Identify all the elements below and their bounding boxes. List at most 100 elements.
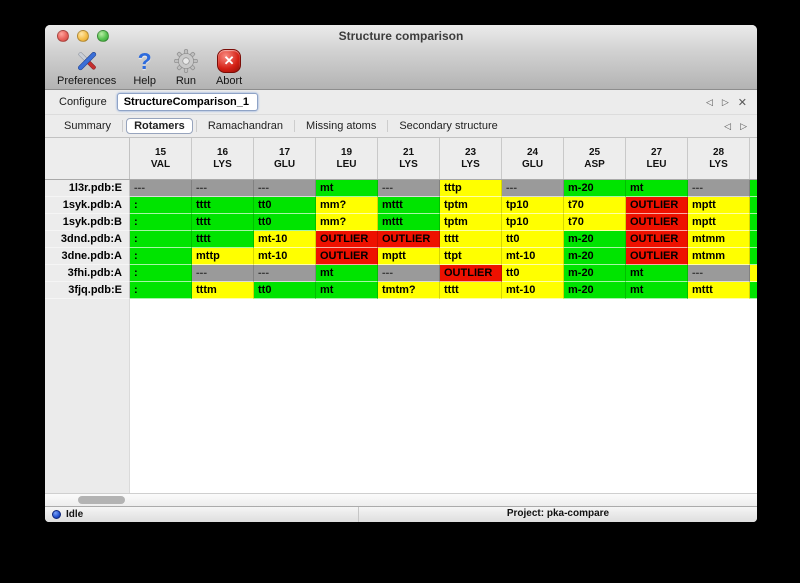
table-cell[interactable]: mttt xyxy=(688,282,750,299)
table-cell[interactable]: tttt xyxy=(440,231,502,248)
table-cell[interactable]: tttt xyxy=(192,231,254,248)
table-cell[interactable]: : xyxy=(130,282,192,299)
table-cell-clipped[interactable] xyxy=(750,248,757,265)
column-header[interactable]: 19 LEU xyxy=(316,138,378,179)
table-cell-clipped[interactable] xyxy=(750,265,757,282)
table-cell[interactable]: --- xyxy=(688,180,750,197)
table-cell[interactable]: mm? xyxy=(316,197,378,214)
table-cell[interactable]: m-20 xyxy=(564,265,626,282)
table-cell[interactable]: tp10 xyxy=(502,197,564,214)
table-cell[interactable]: mt xyxy=(316,180,378,197)
table-cell[interactable]: mptt xyxy=(688,214,750,231)
table-cell[interactable]: tttt xyxy=(192,197,254,214)
row-label[interactable]: 1syk.pdb:A xyxy=(45,197,130,214)
column-header[interactable]: 15 VAL xyxy=(130,138,192,179)
forward-arrow-icon[interactable]: ▷ xyxy=(721,96,729,107)
run-button[interactable]: Run xyxy=(173,47,199,87)
table-cell[interactable]: t70 xyxy=(564,214,626,231)
close-window-button[interactable] xyxy=(57,30,69,42)
table-cell-clipped[interactable] xyxy=(750,214,757,231)
forward-arrow-icon[interactable]: ▷ xyxy=(740,120,747,131)
table-cell[interactable]: --- xyxy=(192,265,254,282)
table-cell[interactable]: : xyxy=(130,197,192,214)
table-cell[interactable]: tttp xyxy=(440,180,502,197)
table-cell[interactable]: mttp xyxy=(192,248,254,265)
back-arrow-icon[interactable]: ◁ xyxy=(705,96,713,107)
table-cell[interactable]: mt xyxy=(626,265,688,282)
column-header[interactable]: 16 LYS xyxy=(192,138,254,179)
table-cell[interactable]: mttt xyxy=(378,197,440,214)
column-header[interactable]: 25 ASP xyxy=(564,138,626,179)
table-cell[interactable]: tptm xyxy=(440,197,502,214)
table-cell-clipped[interactable] xyxy=(750,180,757,197)
horizontal-scrollbar[interactable] xyxy=(45,493,757,506)
table-cell[interactable]: m-20 xyxy=(564,180,626,197)
row-label[interactable]: 3fhi.pdb:A xyxy=(45,265,130,282)
abort-button[interactable]: ✕ Abort xyxy=(216,47,242,87)
row-label[interactable]: 3dne.pdb:A xyxy=(45,248,130,265)
column-header[interactable]: 17 GLU xyxy=(254,138,316,179)
title-bar[interactable]: Structure comparison xyxy=(45,25,757,47)
table-cell[interactable]: mt-10 xyxy=(254,248,316,265)
tab-missing-atoms[interactable]: Missing atoms xyxy=(306,120,377,132)
table-cell[interactable]: mt xyxy=(626,282,688,299)
table-cell[interactable]: tt0 xyxy=(254,197,316,214)
table-cell[interactable]: mt xyxy=(316,265,378,282)
table-cell[interactable]: --- xyxy=(254,180,316,197)
table-cell[interactable]: tmtm? xyxy=(378,282,440,299)
table-cell[interactable]: OUTLIER xyxy=(316,248,378,265)
table-cell[interactable]: OUTLIER xyxy=(378,231,440,248)
table-cell[interactable]: mptt xyxy=(688,197,750,214)
row-label[interactable]: 3fjq.pdb:E xyxy=(45,282,130,299)
table-cell[interactable]: mt xyxy=(316,282,378,299)
row-label[interactable]: 1l3r.pdb:E xyxy=(45,180,130,197)
table-cell[interactable]: tttt xyxy=(192,214,254,231)
table-cell[interactable]: tt0 xyxy=(254,282,316,299)
column-header[interactable]: 23 LYS xyxy=(440,138,502,179)
table-cell[interactable]: tt0 xyxy=(502,265,564,282)
table-cell[interactable]: mtmm xyxy=(688,231,750,248)
configuration-name-field[interactable]: StructureComparison_1 xyxy=(116,93,259,111)
tab-summary[interactable]: Summary xyxy=(64,120,112,132)
table-cell[interactable]: m-20 xyxy=(564,248,626,265)
column-header[interactable]: 24 GLU xyxy=(502,138,564,179)
back-arrow-icon[interactable]: ◁ xyxy=(724,120,732,131)
table-cell[interactable]: mt-10 xyxy=(502,248,564,265)
table-cell[interactable]: --- xyxy=(502,180,564,197)
table-cell[interactable]: OUTLIER xyxy=(626,197,688,214)
table-cell[interactable]: tp10 xyxy=(502,214,564,231)
help-button[interactable]: ? Help xyxy=(133,47,156,87)
table-cell[interactable]: : xyxy=(130,248,192,265)
row-label[interactable]: 1syk.pdb:B xyxy=(45,214,130,231)
table-cell[interactable]: OUTLIER xyxy=(440,265,502,282)
table-cell[interactable]: --- xyxy=(378,180,440,197)
row-label[interactable]: 3dnd.pdb:A xyxy=(45,231,130,248)
table-cell[interactable]: m-20 xyxy=(564,231,626,248)
table-cell[interactable]: t70 xyxy=(564,197,626,214)
tab-ramachandran[interactable]: Ramachandran xyxy=(207,120,284,132)
table-cell[interactable]: OUTLIER xyxy=(626,248,688,265)
table-cell[interactable]: --- xyxy=(688,265,750,282)
preferences-button[interactable]: Preferences xyxy=(57,47,116,87)
table-cell[interactable]: : xyxy=(130,214,192,231)
column-header[interactable]: 27 LEU xyxy=(626,138,688,179)
table-cell[interactable]: : xyxy=(130,231,192,248)
table-cell[interactable]: --- xyxy=(130,180,192,197)
table-cell[interactable]: OUTLIER xyxy=(626,214,688,231)
scrollbar-thumb[interactable] xyxy=(78,496,125,504)
table-cell[interactable]: mptt xyxy=(378,248,440,265)
table-cell[interactable]: tptm xyxy=(440,214,502,231)
table-cell[interactable]: mtmm xyxy=(688,248,750,265)
table-cell-clipped[interactable] xyxy=(750,282,757,299)
table-cell[interactable]: --- xyxy=(378,265,440,282)
close-icon[interactable]: ✕ xyxy=(737,96,747,109)
minimize-window-button[interactable] xyxy=(77,30,89,42)
table-cell[interactable]: tt0 xyxy=(254,214,316,231)
table-cell[interactable]: : xyxy=(130,265,192,282)
column-header[interactable]: 21 LYS xyxy=(378,138,440,179)
table-cell[interactable]: m-20 xyxy=(564,282,626,299)
table-cell[interactable]: tttt xyxy=(440,282,502,299)
table-cell[interactable]: OUTLIER xyxy=(626,231,688,248)
table-cell[interactable]: mttt xyxy=(378,214,440,231)
table-cell[interactable]: mt-10 xyxy=(254,231,316,248)
